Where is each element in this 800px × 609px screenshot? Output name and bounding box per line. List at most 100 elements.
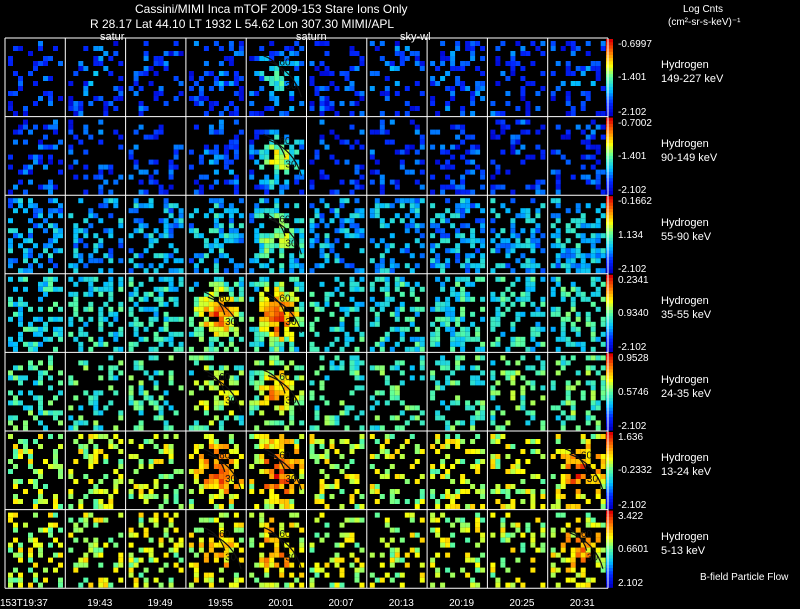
heatmap-cell xyxy=(409,434,415,439)
heatmap-cell xyxy=(284,223,290,229)
heatmap-cell xyxy=(173,410,179,416)
heatmap-cell xyxy=(213,331,219,337)
heatmap-cell xyxy=(565,134,571,140)
heatmap-cell xyxy=(349,46,355,51)
heatmap-cell xyxy=(133,144,139,150)
heatmap-cell xyxy=(480,243,486,249)
heatmap-cell xyxy=(223,562,229,568)
colorbar-segment xyxy=(606,420,613,425)
colorbar-segment xyxy=(606,112,613,117)
heatmap-cell xyxy=(294,346,300,352)
heatmap-cell xyxy=(379,474,385,479)
heatmap-cell xyxy=(153,159,159,165)
heatmap-cell xyxy=(108,355,114,361)
heatmap-cell xyxy=(23,522,28,528)
heatmap-cell xyxy=(279,479,285,484)
heatmap-cell xyxy=(505,76,511,81)
heatmap-cell xyxy=(570,415,576,421)
heatmap-cell xyxy=(595,124,601,130)
heatmap-cell xyxy=(575,66,581,71)
heatmap-cell xyxy=(359,248,365,254)
heatmap-cell xyxy=(259,370,265,376)
heatmap-cell xyxy=(409,306,415,312)
heatmap-cell xyxy=(53,129,58,135)
heatmap-cell xyxy=(193,208,199,214)
heatmap-cell xyxy=(143,499,149,504)
heatmap-cell xyxy=(530,41,536,46)
heatmap-cell xyxy=(68,504,74,509)
heatmap-cell xyxy=(359,286,365,292)
heatmap-cell xyxy=(294,400,300,406)
heatmap-cell xyxy=(294,449,300,454)
heatmap-cell xyxy=(595,532,601,538)
heatmap-cell xyxy=(208,474,214,479)
heatmap-cell xyxy=(404,439,410,444)
heatmap-cell xyxy=(575,537,581,543)
heatmap-cell xyxy=(435,415,441,421)
heatmap-cell xyxy=(208,385,214,391)
contour-label: 30 xyxy=(285,238,297,249)
heatmap-cell xyxy=(284,56,290,61)
colorbar-segment xyxy=(606,489,613,494)
heatmap-cell xyxy=(8,434,13,439)
heatmap-cell xyxy=(103,459,109,464)
heatmap-cell xyxy=(249,169,255,175)
heatmap-cell xyxy=(384,517,390,523)
heatmap-cell xyxy=(535,228,541,234)
heatmap-cell xyxy=(254,385,260,391)
heatmap-cell xyxy=(223,537,229,543)
heatmap-cell xyxy=(430,96,436,101)
heatmap-cell xyxy=(319,61,325,66)
heatmap-cell xyxy=(440,494,446,499)
colorbar-segment xyxy=(606,473,613,478)
heatmap-cell xyxy=(118,134,124,140)
heatmap-cell xyxy=(349,370,355,376)
heatmap-cell xyxy=(193,253,199,259)
heatmap-cell xyxy=(208,71,214,76)
heatmap-cell xyxy=(233,228,239,234)
heatmap-cell xyxy=(238,484,244,489)
heatmap-cell xyxy=(369,41,375,46)
heatmap-cell xyxy=(8,56,13,61)
heatmap-cell xyxy=(555,449,561,454)
heatmap-cell xyxy=(143,395,149,401)
heatmap-cell xyxy=(218,321,224,327)
heatmap-cell xyxy=(264,385,270,391)
heatmap-cell xyxy=(148,203,154,209)
colorbar-segment xyxy=(606,191,613,195)
heatmap-cell xyxy=(490,370,496,376)
heatmap-cell xyxy=(143,527,149,533)
heatmap-cell xyxy=(435,66,441,71)
heatmap-cell xyxy=(208,281,214,287)
heatmap-cell xyxy=(118,144,124,150)
heatmap-cell xyxy=(218,405,224,411)
heatmap-cell xyxy=(188,331,194,337)
heatmap-cell xyxy=(585,321,591,327)
heatmap-cell xyxy=(78,434,84,439)
heatmap-cell xyxy=(193,311,199,317)
heatmap-cell xyxy=(470,253,476,259)
heatmap-cell xyxy=(138,203,144,209)
heatmap-cell xyxy=(435,243,441,249)
heatmap-cell xyxy=(560,449,566,454)
heatmap-cell xyxy=(510,248,516,254)
heatmap-cell xyxy=(445,208,451,214)
heatmap-cell xyxy=(18,179,23,185)
heatmap-cell xyxy=(445,86,451,91)
heatmap-cell xyxy=(510,218,516,224)
heatmap-cell xyxy=(198,301,204,307)
heatmap-cell xyxy=(13,400,18,406)
heatmap-cell xyxy=(590,179,596,185)
heatmap-cell xyxy=(178,316,184,322)
heatmap-cell xyxy=(153,306,159,312)
heatmap-cell xyxy=(163,301,169,307)
heatmap-cell xyxy=(143,248,149,254)
heatmap-cell xyxy=(460,276,466,282)
heatmap-cell xyxy=(168,174,174,180)
heatmap-cell xyxy=(218,306,224,312)
heatmap-cell xyxy=(590,233,596,239)
heatmap-cell xyxy=(460,439,466,444)
heatmap-cell xyxy=(228,56,234,61)
heatmap-cell xyxy=(168,286,174,292)
contour-line xyxy=(207,453,242,491)
